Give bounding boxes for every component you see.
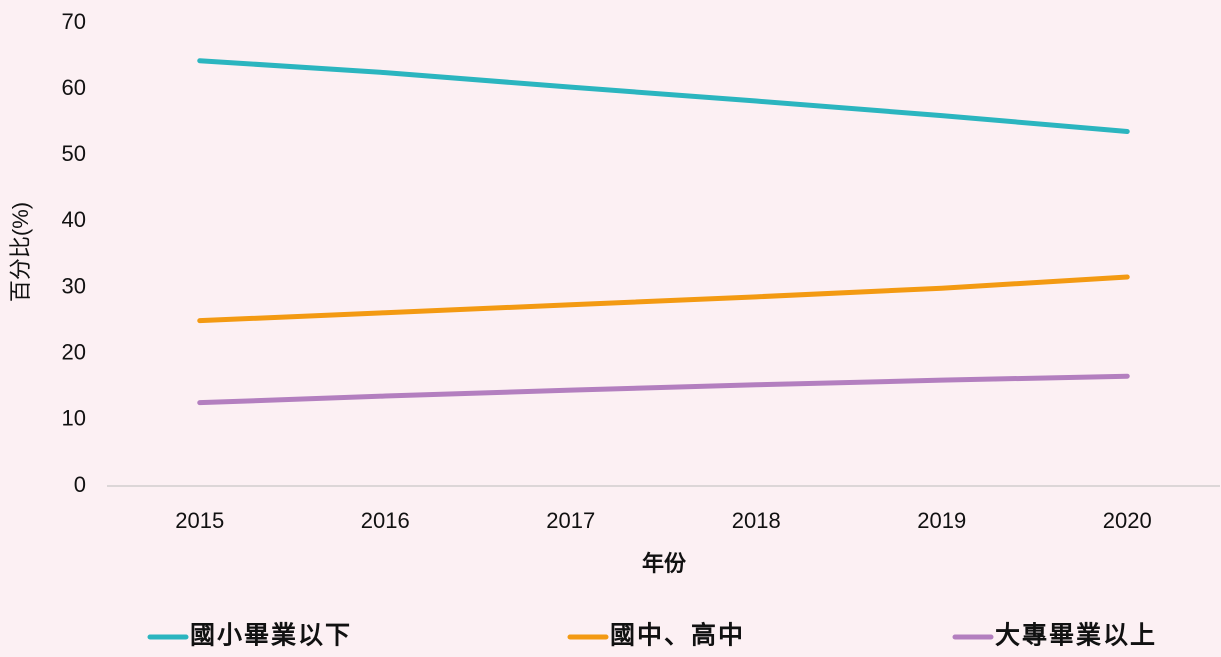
x-tick-label: 2017 [546,508,595,533]
x-tick-label: 2019 [917,508,966,533]
y-tick-label: 60 [62,75,86,100]
x-tick-label: 2018 [732,508,781,533]
x-tick-label: 2015 [175,508,224,533]
series-line [197,373,1130,406]
x-axis-label: 年份 [642,551,687,576]
y-tick-label: 10 [62,406,86,431]
series-line [197,274,1130,324]
legend-label: 國中、高中 [610,621,745,650]
x-tick-label: 2016 [361,508,410,533]
y-axis-label: 百分比(%) [8,202,33,302]
y-tick-label: 20 [62,340,86,365]
x-tick-label: 2020 [1103,508,1152,533]
y-tick-label: 50 [62,141,86,166]
y-tick-label: 30 [62,273,86,298]
legend-label: 大專畢業以上 [995,622,1157,650]
legend-label: 國小畢業以下 [190,622,352,650]
y-tick-label: 70 [62,9,86,34]
y-tick-label: 0 [74,472,86,497]
y-tick-label: 40 [62,207,86,232]
series-line [197,58,1130,134]
